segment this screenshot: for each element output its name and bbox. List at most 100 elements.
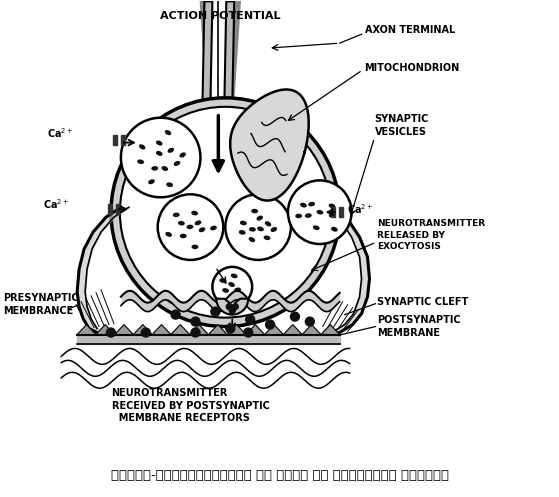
Ellipse shape	[257, 227, 264, 231]
Ellipse shape	[308, 202, 315, 206]
Ellipse shape	[300, 203, 307, 208]
Ellipse shape	[240, 221, 247, 225]
Ellipse shape	[219, 278, 226, 283]
Ellipse shape	[166, 182, 173, 187]
Circle shape	[229, 308, 235, 314]
Text: Ca$^{2+}$: Ca$^{2+}$	[347, 202, 373, 216]
Ellipse shape	[329, 204, 335, 208]
Ellipse shape	[174, 161, 181, 166]
Polygon shape	[202, 1, 212, 106]
Text: NEUROTRANSMITTER
RECEIVED BY POSTSYNAPTIC
  MEMBRANE RECEPTORS: NEUROTRANSMITTER RECEIVED BY POSTSYNAPTI…	[112, 388, 269, 423]
Circle shape	[171, 310, 180, 319]
Bar	[116, 204, 120, 214]
Circle shape	[158, 194, 223, 260]
Ellipse shape	[198, 227, 205, 232]
Ellipse shape	[316, 210, 323, 215]
Ellipse shape	[179, 153, 186, 158]
Ellipse shape	[231, 273, 238, 278]
Circle shape	[226, 324, 235, 333]
Ellipse shape	[165, 232, 172, 237]
Polygon shape	[115, 325, 134, 334]
Polygon shape	[190, 325, 209, 334]
Ellipse shape	[271, 227, 277, 232]
Text: PRESYNAPTIC
MEMBRANCE: PRESYNAPTIC MEMBRANCE	[3, 294, 79, 316]
Ellipse shape	[295, 214, 302, 218]
Text: AXON TERMINAL: AXON TERMINAL	[364, 25, 455, 35]
Bar	[108, 204, 112, 214]
Ellipse shape	[257, 216, 263, 221]
Ellipse shape	[148, 179, 155, 184]
Ellipse shape	[239, 230, 245, 235]
Circle shape	[211, 307, 220, 316]
Circle shape	[226, 304, 233, 310]
Circle shape	[225, 194, 291, 260]
Polygon shape	[230, 89, 309, 201]
Ellipse shape	[139, 144, 145, 150]
Text: चित्र-युग्मानुबन्ध पर आवेग का रासायनिक संवहन।: चित्र-युग्मानुबन्ध पर आवेग का रासायनिक स…	[111, 469, 449, 482]
Circle shape	[246, 315, 255, 324]
Bar	[113, 135, 117, 145]
Polygon shape	[171, 325, 190, 334]
Ellipse shape	[329, 212, 335, 217]
Circle shape	[305, 317, 314, 326]
Polygon shape	[283, 325, 302, 334]
Ellipse shape	[249, 237, 255, 242]
Circle shape	[111, 98, 340, 327]
Polygon shape	[96, 325, 115, 334]
Bar	[339, 207, 343, 217]
Ellipse shape	[222, 288, 229, 293]
Ellipse shape	[195, 220, 201, 225]
Ellipse shape	[165, 130, 171, 135]
Circle shape	[212, 267, 252, 307]
Polygon shape	[209, 325, 227, 334]
Ellipse shape	[173, 213, 180, 217]
Polygon shape	[227, 325, 246, 334]
Text: Ca$^{2+}$: Ca$^{2+}$	[43, 197, 69, 211]
Polygon shape	[264, 325, 283, 334]
Circle shape	[233, 304, 238, 310]
Text: ACTION POTENTIAL: ACTION POTENTIAL	[160, 11, 281, 21]
Ellipse shape	[151, 166, 158, 170]
Polygon shape	[134, 325, 152, 334]
Polygon shape	[77, 325, 96, 334]
Text: NEUROTRANSMITTER
RELEASED BY
EXOCYTOSIS: NEUROTRANSMITTER RELEASED BY EXOCYTOSIS	[377, 220, 486, 250]
Circle shape	[191, 328, 200, 337]
Ellipse shape	[137, 160, 144, 164]
Bar	[331, 207, 335, 217]
Ellipse shape	[305, 213, 312, 218]
Ellipse shape	[156, 141, 163, 146]
Text: SYNAPTIC CLEFT: SYNAPTIC CLEFT	[377, 297, 468, 307]
Circle shape	[121, 118, 201, 197]
Ellipse shape	[265, 221, 271, 227]
Bar	[121, 135, 125, 145]
Polygon shape	[302, 325, 321, 334]
Circle shape	[244, 328, 253, 337]
Ellipse shape	[210, 226, 217, 231]
Ellipse shape	[162, 166, 168, 171]
Ellipse shape	[192, 245, 198, 249]
Ellipse shape	[331, 227, 338, 232]
Ellipse shape	[313, 225, 320, 230]
Circle shape	[120, 107, 331, 318]
Ellipse shape	[249, 227, 256, 232]
Text: Ca$^{2+}$: Ca$^{2+}$	[47, 126, 73, 140]
Text: MITOCHONDRION: MITOCHONDRION	[364, 63, 459, 73]
Circle shape	[106, 328, 115, 337]
Circle shape	[141, 328, 150, 337]
Ellipse shape	[234, 288, 241, 292]
Ellipse shape	[156, 151, 163, 156]
Circle shape	[191, 317, 200, 326]
Polygon shape	[216, 299, 248, 315]
Ellipse shape	[178, 221, 185, 226]
Circle shape	[291, 312, 300, 321]
Ellipse shape	[251, 209, 258, 213]
Text: POSTSYNAPTIC
MEMBRANE: POSTSYNAPTIC MEMBRANE	[377, 316, 461, 338]
Polygon shape	[321, 325, 340, 334]
Ellipse shape	[264, 236, 271, 240]
Ellipse shape	[168, 148, 174, 153]
Ellipse shape	[191, 211, 198, 215]
Circle shape	[288, 180, 352, 244]
Text: SYNAPTIC
VESICLES: SYNAPTIC VESICLES	[375, 114, 429, 137]
Ellipse shape	[180, 234, 187, 238]
Circle shape	[266, 320, 274, 329]
